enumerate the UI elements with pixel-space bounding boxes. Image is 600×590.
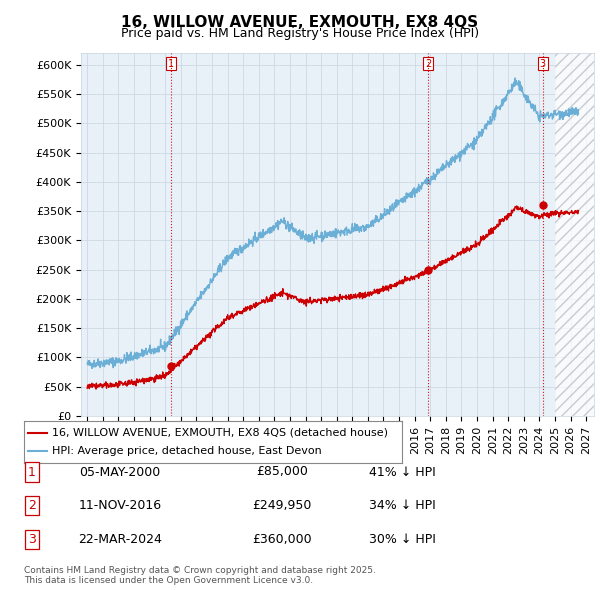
Text: Contains HM Land Registry data © Crown copyright and database right 2025.
This d: Contains HM Land Registry data © Crown c… (24, 566, 376, 585)
Text: HPI: Average price, detached house, East Devon: HPI: Average price, detached house, East… (52, 446, 322, 456)
Text: 1: 1 (167, 58, 174, 68)
Text: 16, WILLOW AVENUE, EXMOUTH, EX8 4QS (detached house): 16, WILLOW AVENUE, EXMOUTH, EX8 4QS (det… (52, 428, 388, 438)
Text: £249,950: £249,950 (253, 499, 311, 512)
Text: 3: 3 (540, 58, 546, 68)
Text: Price paid vs. HM Land Registry's House Price Index (HPI): Price paid vs. HM Land Registry's House … (121, 27, 479, 40)
Text: 34% ↓ HPI: 34% ↓ HPI (368, 499, 436, 512)
Text: 30% ↓ HPI: 30% ↓ HPI (368, 533, 436, 546)
Text: 05-MAY-2000: 05-MAY-2000 (79, 466, 161, 478)
Text: 41% ↓ HPI: 41% ↓ HPI (368, 466, 436, 478)
Text: 3: 3 (28, 533, 36, 546)
Text: £360,000: £360,000 (252, 533, 312, 546)
Text: 2: 2 (28, 499, 36, 512)
Text: 22-MAR-2024: 22-MAR-2024 (78, 533, 162, 546)
Point (538, 201, 548, 210)
Point (424, 265, 433, 274)
Point (166, 362, 175, 371)
Text: £85,000: £85,000 (256, 466, 308, 478)
Text: 11-NOV-2016: 11-NOV-2016 (79, 499, 161, 512)
Text: 2: 2 (425, 58, 431, 68)
Text: 1: 1 (28, 466, 36, 478)
Text: 16, WILLOW AVENUE, EXMOUTH, EX8 4QS: 16, WILLOW AVENUE, EXMOUTH, EX8 4QS (121, 15, 479, 30)
